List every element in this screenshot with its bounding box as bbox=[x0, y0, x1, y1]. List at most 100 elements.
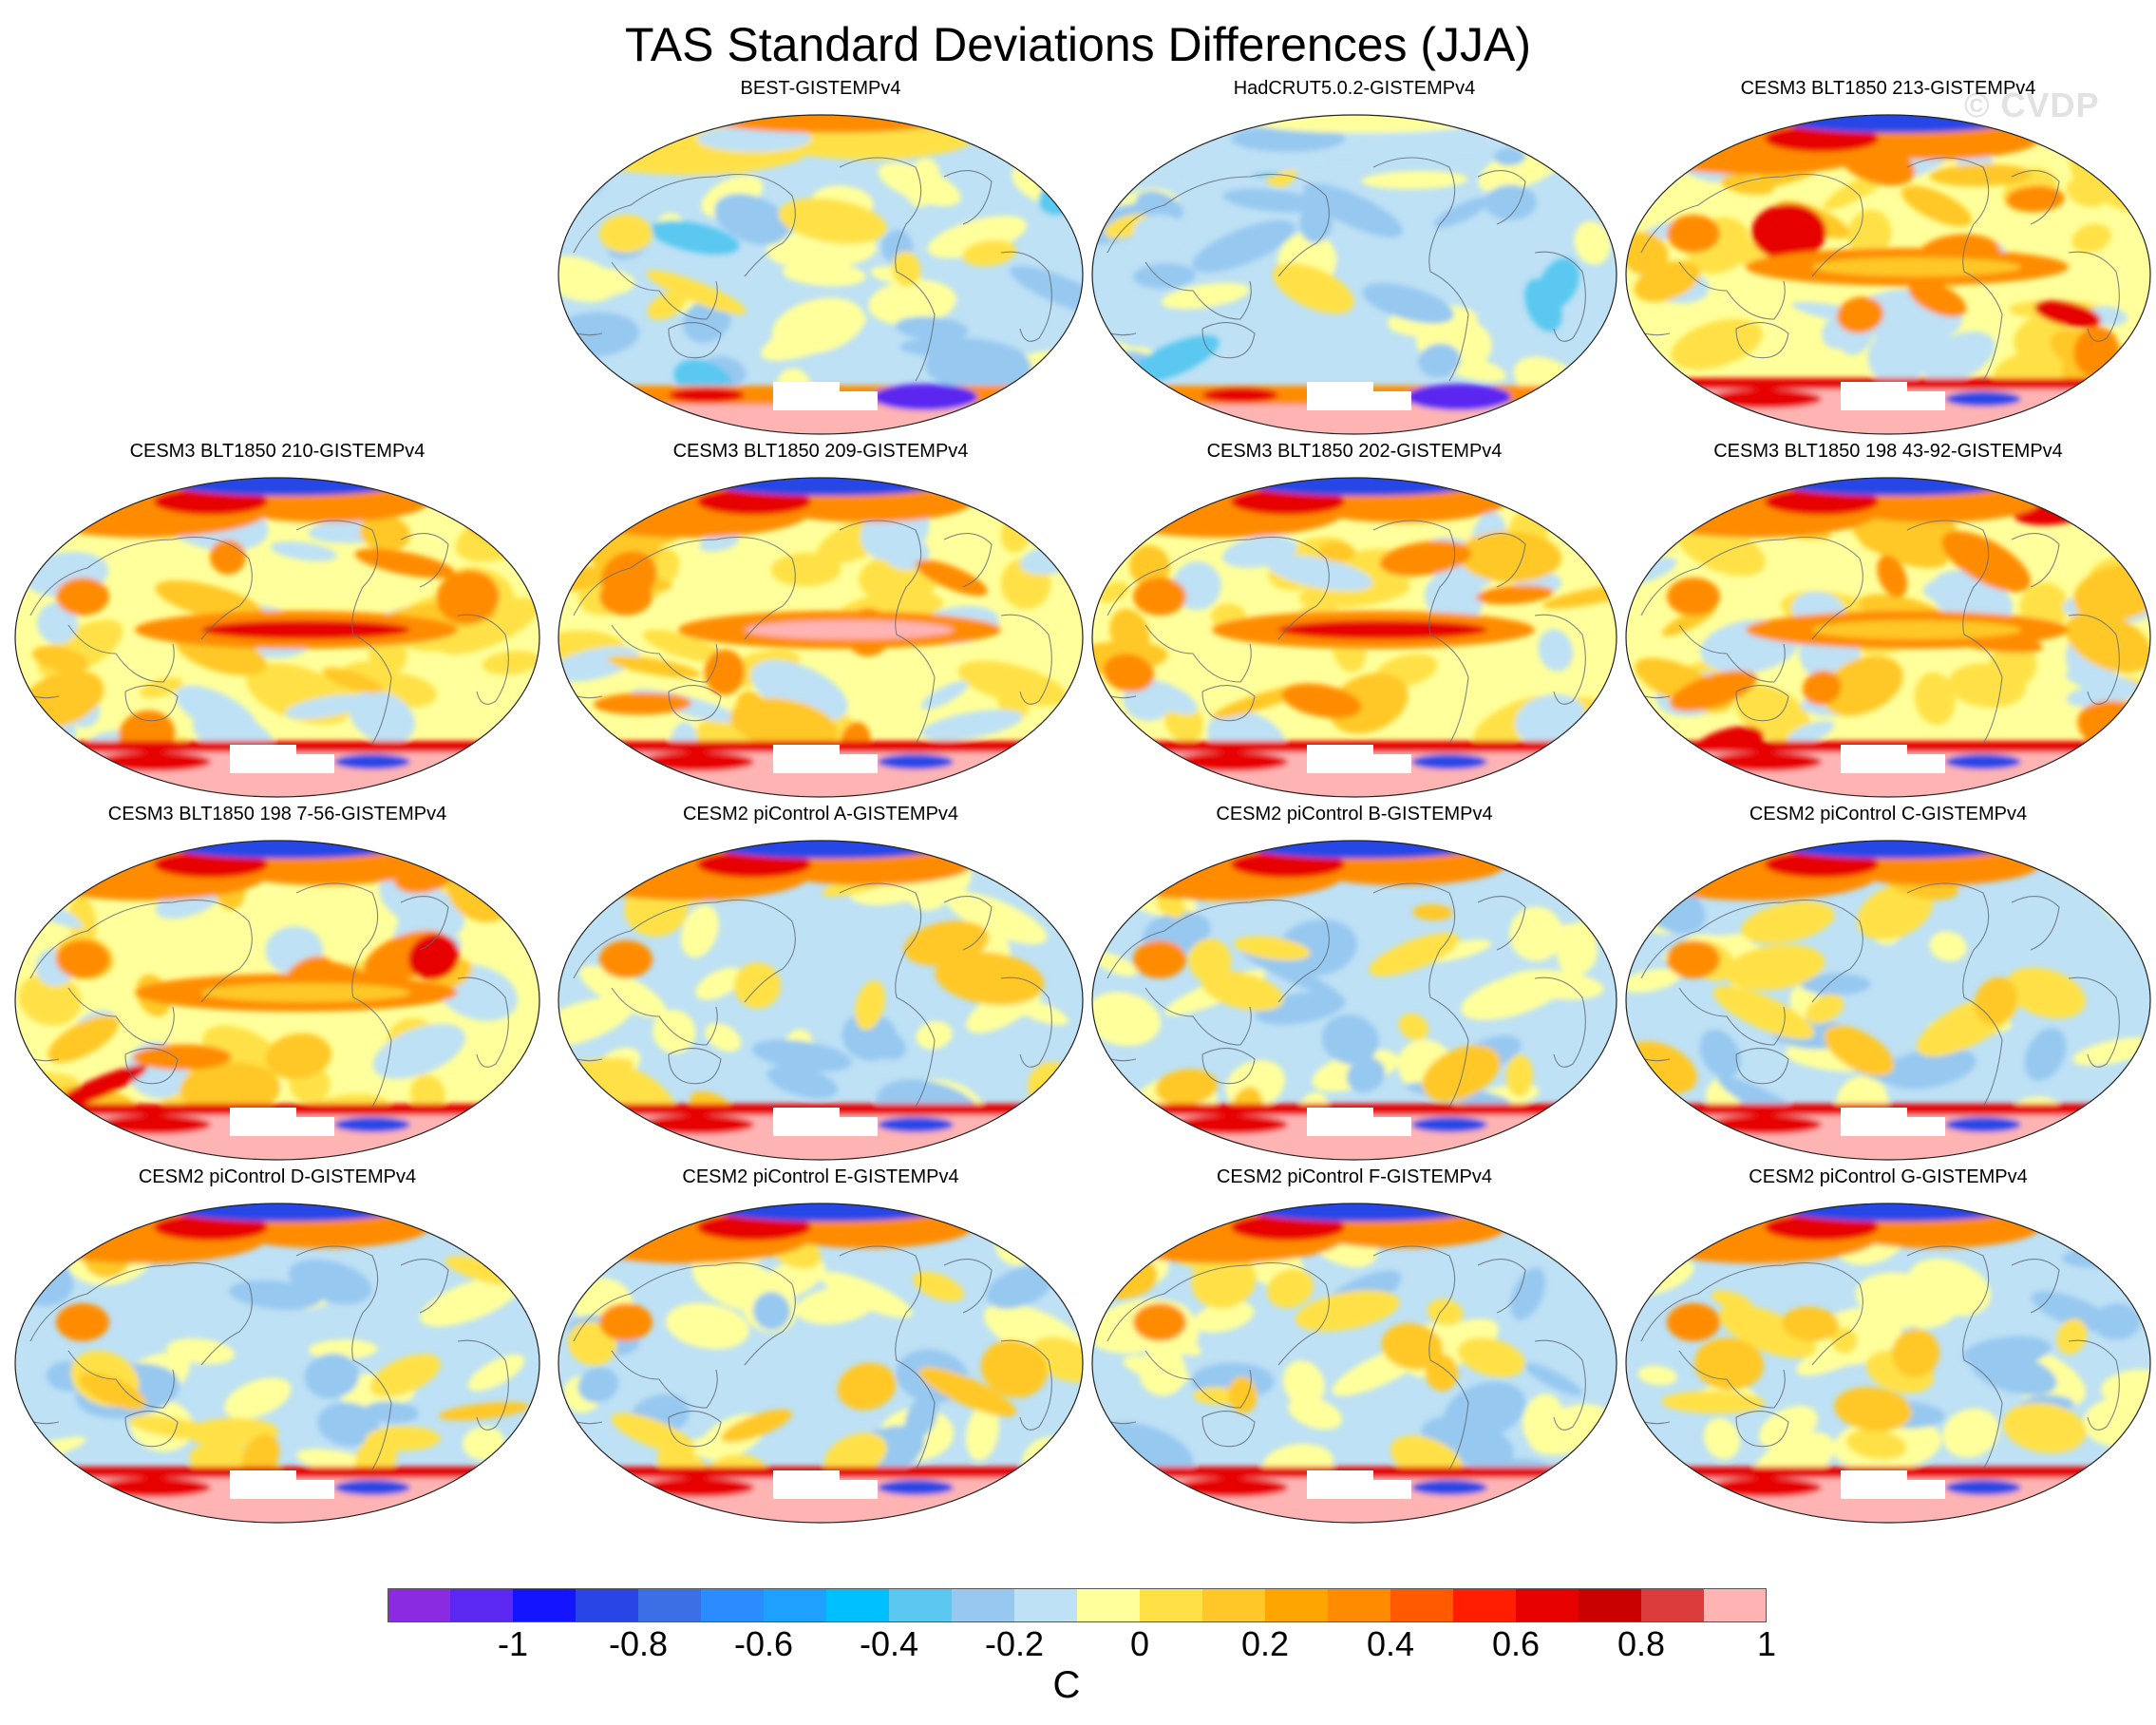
map-field-patch bbox=[1133, 263, 1196, 289]
map-field-patch bbox=[873, 1031, 906, 1060]
coastline bbox=[1000, 614, 1052, 705]
map-panel: CESM2 piControl D-GISTEMPv4 bbox=[11, 1166, 543, 1527]
map-field-patch bbox=[1787, 720, 1835, 746]
coastline bbox=[573, 537, 796, 640]
colorbar-tick-label: -0.4 bbox=[859, 1624, 919, 1663]
map-field-patch bbox=[599, 1303, 652, 1341]
coastline bbox=[611, 624, 718, 683]
map-field-patch bbox=[1708, 1115, 1822, 1134]
map-field-patch bbox=[97, 752, 211, 771]
coastline bbox=[1000, 251, 1052, 342]
map-field-patch bbox=[697, 488, 811, 515]
map-field-patch bbox=[1202, 388, 1278, 403]
map-field-patch bbox=[1379, 540, 1471, 577]
map-field-patch bbox=[1109, 608, 1150, 657]
map-panel: CESM3 BLT1850 213-GISTEMPv4 bbox=[1622, 78, 2154, 439]
map-field-patch bbox=[1369, 933, 1460, 976]
map-field-patch bbox=[1671, 318, 1763, 370]
map-field-patch bbox=[1250, 841, 1478, 859]
map-field-patch bbox=[154, 1214, 268, 1241]
map-field-patch bbox=[697, 125, 811, 152]
coastline bbox=[1144, 261, 1252, 320]
map-field-patch bbox=[927, 216, 1028, 258]
missing-data-region bbox=[230, 745, 296, 773]
coastline bbox=[124, 685, 179, 722]
map-field-patch bbox=[895, 316, 969, 341]
map-field-patch bbox=[1201, 971, 1284, 1012]
map-field-patch bbox=[666, 1302, 749, 1350]
coastline bbox=[1534, 976, 1586, 1068]
map-field-patch bbox=[1712, 1290, 1753, 1311]
map-field-patch bbox=[716, 841, 944, 859]
map-field-patch bbox=[1133, 215, 1186, 253]
map-border bbox=[14, 840, 540, 1161]
coastline bbox=[2068, 614, 2120, 705]
map-field-patch bbox=[1188, 938, 1232, 983]
map-field-patch bbox=[79, 1372, 147, 1411]
coastline bbox=[1106, 174, 1330, 277]
map-field-patch bbox=[436, 570, 500, 624]
missing-data-region bbox=[1373, 1117, 1411, 1136]
map-field-patch bbox=[378, 875, 465, 937]
colorbar-tick-label: -1 bbox=[497, 1624, 529, 1663]
map-field-patch bbox=[1361, 171, 1468, 190]
coastline bbox=[573, 900, 796, 1003]
map-field-patch bbox=[2006, 185, 2065, 213]
colorbar-tick-label: -0.6 bbox=[733, 1624, 794, 1663]
map-field-patch bbox=[1192, 219, 1295, 273]
map-field-patch bbox=[916, 1021, 953, 1050]
map-border bbox=[1091, 114, 1617, 435]
world-map bbox=[558, 840, 1084, 1161]
map-field-patch bbox=[650, 220, 740, 256]
map-field-patch bbox=[1877, 555, 1908, 597]
map-field-patch bbox=[463, 1426, 505, 1461]
world-map bbox=[14, 840, 540, 1161]
map-field-patch bbox=[1318, 541, 1355, 562]
map-field-patch bbox=[640, 752, 754, 771]
coastline bbox=[1477, 1259, 1526, 1314]
colorbar-tick-label: -0.2 bbox=[984, 1624, 1045, 1663]
map-field-patch bbox=[1708, 1478, 1822, 1497]
coastline bbox=[2011, 1259, 2060, 1314]
map-field-patch bbox=[1139, 1348, 1187, 1396]
coastline bbox=[668, 1048, 722, 1085]
coastline bbox=[839, 157, 936, 382]
coastline bbox=[943, 533, 993, 588]
coastline bbox=[29, 900, 253, 1003]
map-field-patch bbox=[1103, 654, 1155, 692]
coastline bbox=[611, 261, 718, 320]
coastline bbox=[1640, 174, 1863, 277]
map-field-patch bbox=[1012, 997, 1069, 1026]
map-field-patch bbox=[1412, 903, 1453, 921]
colorbar-swatch bbox=[1704, 1588, 1767, 1622]
map-field-patch bbox=[1800, 973, 1871, 995]
map-field-patch bbox=[1250, 115, 1478, 133]
map-field-patch bbox=[750, 660, 848, 722]
map-field-patch bbox=[201, 620, 410, 639]
coastline bbox=[1534, 251, 1586, 342]
map-field-patch bbox=[1667, 578, 1720, 616]
world-map bbox=[1625, 1203, 2151, 1524]
colorbar-swatch bbox=[576, 1588, 639, 1622]
coastline bbox=[2068, 976, 2120, 1068]
map-field-patch bbox=[1250, 478, 1478, 496]
panel-title: CESM3 BLT1850 202-GISTEMPv4 bbox=[1206, 441, 1503, 462]
coastline bbox=[1144, 987, 1252, 1046]
missing-data-region bbox=[840, 1117, 878, 1136]
map-field-patch bbox=[1708, 389, 1822, 408]
missing-data-region bbox=[840, 754, 878, 773]
map-panel: BEST-GISTEMPv4 bbox=[555, 78, 1087, 439]
panel-title: CESM2 piControl C-GISTEMPv4 bbox=[1749, 804, 2028, 825]
missing-data-region bbox=[296, 754, 334, 773]
missing-data-region bbox=[1841, 1470, 1907, 1499]
coastline bbox=[400, 896, 449, 951]
map-field-patch bbox=[1758, 1405, 1818, 1450]
map-field-patch bbox=[369, 1354, 441, 1397]
map-field-patch bbox=[1523, 1362, 1582, 1396]
coastline bbox=[1477, 896, 1526, 951]
coastline bbox=[457, 1339, 509, 1431]
map-field-patch bbox=[173, 478, 401, 496]
colorbar-tick-label: 1 bbox=[1756, 1624, 1777, 1663]
coastline bbox=[1144, 1350, 1252, 1409]
map-field-patch bbox=[1945, 754, 2021, 769]
